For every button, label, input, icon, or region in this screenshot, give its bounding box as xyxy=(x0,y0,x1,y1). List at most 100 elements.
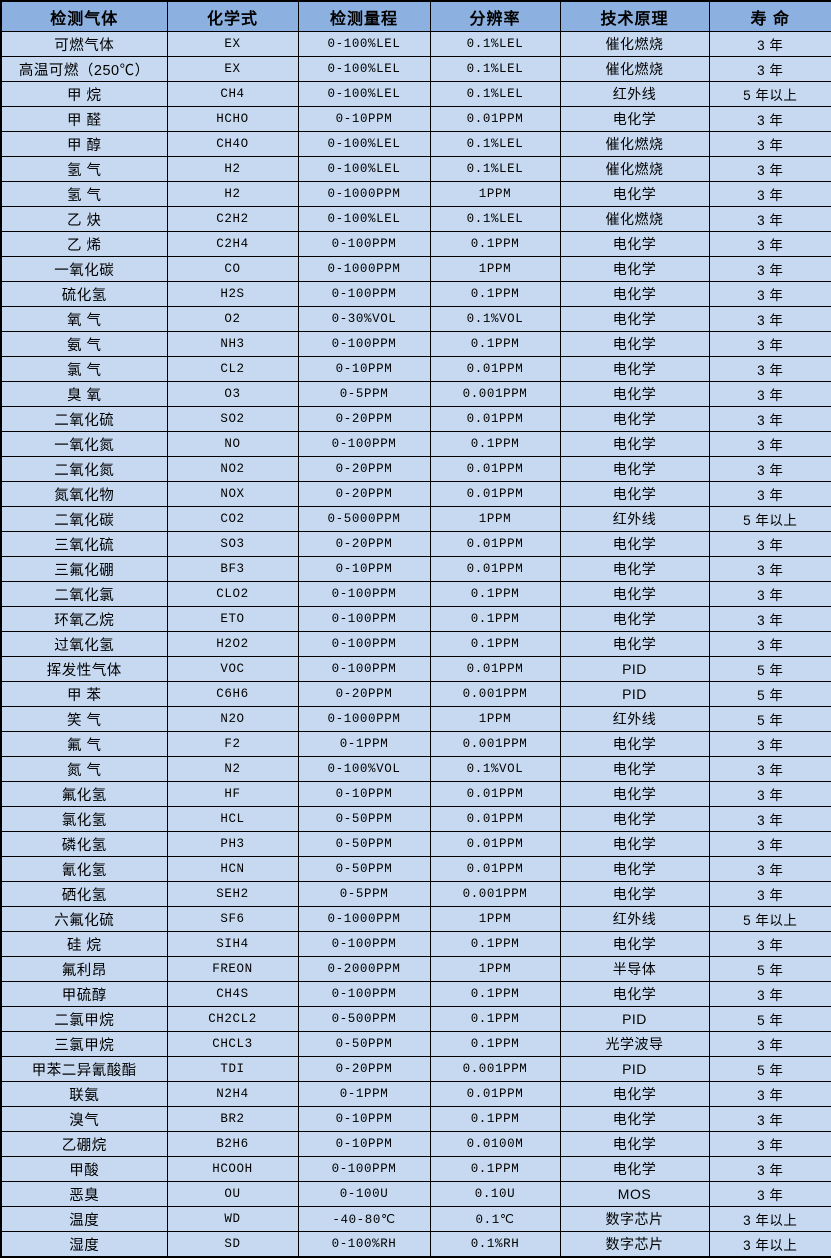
cell-range: 0-10PPM xyxy=(297,356,431,382)
table-row: 氮 气 N2 0-100%VOL 0.1%VOL 电化学 3 年 xyxy=(0,756,831,782)
cell-lifetime: 3 年 xyxy=(708,831,831,857)
cell-lifetime: 3 年 xyxy=(708,981,831,1007)
table-row: 甲硫醇 CH4S 0-100PPM 0.1PPM 电化学 3 年 xyxy=(0,981,831,1007)
cell-formula: N2O xyxy=(166,706,299,732)
cell-range: 0-500PPM xyxy=(297,1006,431,1032)
cell-formula: SIH4 xyxy=(166,931,299,957)
cell-lifetime: 3 年 xyxy=(708,131,831,157)
cell-lifetime: 3 年 xyxy=(708,56,831,82)
cell-resolution: 0.1%LEL xyxy=(429,56,561,82)
cell-lifetime: 5 年 xyxy=(708,706,831,732)
cell-gas: 二氯甲烷 xyxy=(0,1006,168,1032)
cell-gas: 氮氧化物 xyxy=(0,481,168,507)
cell-lifetime: 5 年以上 xyxy=(708,81,831,107)
cell-formula: NH3 xyxy=(166,331,299,357)
table-row: 氧 气 O2 0-30%VOL 0.1%VOL 电化学 3 年 xyxy=(0,306,831,332)
cell-principle: 电化学 xyxy=(559,381,710,407)
cell-principle: 电化学 xyxy=(559,856,710,882)
cell-lifetime: 3 年 xyxy=(708,481,831,507)
cell-principle: 电化学 xyxy=(559,481,710,507)
cell-lifetime: 3 年 xyxy=(708,531,831,557)
table-row: 甲 醛 HCHO 0-10PPM 0.01PPM 电化学 3 年 xyxy=(0,106,831,132)
cell-gas: 臭 氧 xyxy=(0,381,168,407)
cell-principle: 电化学 xyxy=(559,606,710,632)
cell-principle: 电化学 xyxy=(559,331,710,357)
cell-range: 0-20PPM xyxy=(297,456,431,482)
cell-resolution: 1PPM xyxy=(429,706,561,732)
cell-gas: 氮 气 xyxy=(0,756,168,782)
cell-resolution: 0.1PPM xyxy=(429,231,561,257)
cell-formula: F2 xyxy=(166,731,299,757)
cell-formula: VOC xyxy=(166,656,299,682)
cell-range: 0-100PPM xyxy=(297,331,431,357)
cell-range: 0-100PPM xyxy=(297,431,431,457)
cell-principle: 电化学 xyxy=(559,931,710,957)
cell-range: 0-50PPM xyxy=(297,831,431,857)
cell-resolution: 0.001PPM xyxy=(429,681,561,707)
cell-formula: CH4S xyxy=(166,981,299,1007)
table-body: 可燃气体 EX 0-100%LEL 0.1%LEL 催化燃烧 3 年高温可燃（250℃） E… xyxy=(0,31,831,1258)
cell-formula: H2O2 xyxy=(166,631,299,657)
table-row: 三氯甲烷 CHCL3 0-50PPM 0.1PPM 光学波导 3 年 xyxy=(0,1031,831,1057)
table-row: 溴气 BR2 0-10PPM 0.1PPM 电化学 3 年 xyxy=(0,1106,831,1132)
cell-range: 0-20PPM xyxy=(297,531,431,557)
cell-principle: 电化学 xyxy=(559,556,710,582)
cell-range: 0-100PPM xyxy=(297,656,431,682)
cell-gas: 硅 烷 xyxy=(0,931,168,957)
cell-resolution: 1PPM xyxy=(429,181,561,207)
table-row: 硅 烷 SIH4 0-100PPM 0.1PPM 电化学 3 年 xyxy=(0,931,831,957)
cell-gas: 一氧化碳 xyxy=(0,256,168,282)
column-header-resolution: 分辨率 xyxy=(429,0,561,32)
cell-formula: NO xyxy=(166,431,299,457)
cell-principle: 电化学 xyxy=(559,981,710,1007)
cell-resolution: 0.0100M xyxy=(429,1131,561,1157)
cell-formula: C6H6 xyxy=(166,681,299,707)
cell-range: 0-100%LEL xyxy=(297,81,431,107)
cell-formula: SF6 xyxy=(166,906,299,932)
table-row: 二氧化碳 CO2 0-5000PPM 1PPM 红外线 5 年以上 xyxy=(0,506,831,532)
cell-gas: 甲 烷 xyxy=(0,81,168,107)
cell-lifetime: 3 年 xyxy=(708,281,831,307)
cell-formula: CLO2 xyxy=(166,581,299,607)
cell-lifetime: 3 年 xyxy=(708,381,831,407)
cell-lifetime: 3 年 xyxy=(708,306,831,332)
cell-resolution: 0.1PPM xyxy=(429,281,561,307)
cell-resolution: 1PPM xyxy=(429,906,561,932)
cell-range: 0-100PPM xyxy=(297,931,431,957)
cell-range: 0-30%VOL xyxy=(297,306,431,332)
cell-range: 0-5PPM xyxy=(297,881,431,907)
cell-principle: 光学波导 xyxy=(559,1031,710,1057)
cell-formula: H2 xyxy=(166,181,299,207)
cell-gas: 氢 气 xyxy=(0,181,168,207)
cell-resolution: 0.01PPM xyxy=(429,481,561,507)
cell-gas: 氯 气 xyxy=(0,356,168,382)
cell-resolution: 0.01PPM xyxy=(429,406,561,432)
table-row: 氢 气 H2 0-1000PPM 1PPM 电化学 3 年 xyxy=(0,181,831,207)
cell-range: 0-1000PPM xyxy=(297,906,431,932)
cell-principle: 电化学 xyxy=(559,806,710,832)
cell-gas: 一氧化氮 xyxy=(0,431,168,457)
cell-gas: 溴气 xyxy=(0,1106,168,1132)
cell-lifetime: 3 年 xyxy=(708,1131,831,1157)
cell-formula: EX xyxy=(166,56,299,82)
cell-principle: 电化学 xyxy=(559,306,710,332)
cell-formula: NOX xyxy=(166,481,299,507)
cell-resolution: 0.1PPM xyxy=(429,331,561,357)
cell-gas: 氟 气 xyxy=(0,731,168,757)
cell-lifetime: 3 年 xyxy=(708,181,831,207)
cell-formula: CO xyxy=(166,256,299,282)
cell-gas: 湿度 xyxy=(0,1231,168,1258)
cell-principle: 电化学 xyxy=(559,631,710,657)
table-row: 乙 烯 C2H4 0-100PPM 0.1PPM 电化学 3 年 xyxy=(0,231,831,257)
table-row: 恶臭 OU 0-100U 0.10U MOS 3 年 xyxy=(0,1181,831,1207)
cell-resolution: 0.01PPM xyxy=(429,356,561,382)
cell-gas: 氯化氢 xyxy=(0,806,168,832)
cell-resolution: 0.1%VOL xyxy=(429,306,561,332)
table-row: 挥发性气体 VOC 0-100PPM 0.01PPM PID 5 年 xyxy=(0,656,831,682)
cell-gas: 硒化氢 xyxy=(0,881,168,907)
cell-gas: 磷化氢 xyxy=(0,831,168,857)
table-row: 二氧化氮 NO2 0-20PPM 0.01PPM 电化学 3 年 xyxy=(0,456,831,482)
table-row: 甲 醇 CH4O 0-100%LEL 0.1%LEL 催化燃烧 3 年 xyxy=(0,131,831,157)
